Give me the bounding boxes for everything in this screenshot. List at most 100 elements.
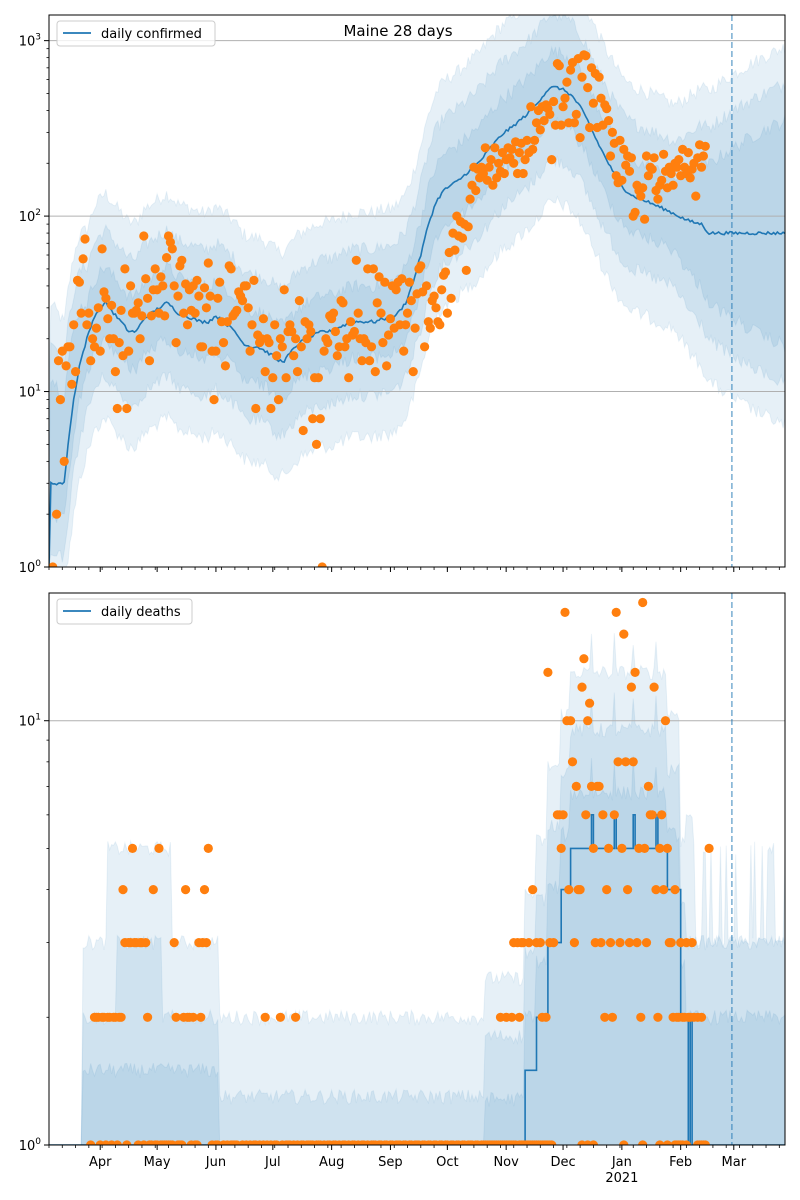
data-point — [78, 254, 88, 264]
data-point — [101, 293, 111, 303]
data-point — [687, 938, 697, 948]
data-point — [201, 303, 211, 313]
data-point — [461, 265, 471, 275]
data-point — [139, 231, 149, 241]
data-point — [74, 277, 84, 287]
data-point — [95, 346, 105, 356]
data-point — [382, 361, 392, 371]
x-year-label: 2021 — [605, 1171, 638, 1186]
data-point — [162, 253, 172, 263]
data-point — [215, 277, 225, 287]
data-point — [61, 361, 71, 371]
uncertainty-band — [49, 692, 785, 1145]
data-point — [249, 275, 259, 285]
data-point — [160, 311, 170, 321]
data-point — [338, 298, 348, 308]
data-point — [585, 122, 595, 133]
data-point — [52, 509, 62, 519]
data-point — [442, 308, 452, 318]
data-point — [410, 323, 420, 333]
data-point — [141, 274, 151, 284]
data-point — [287, 326, 297, 337]
data-point — [641, 938, 652, 948]
data-point — [700, 1140, 710, 1145]
data-point — [609, 810, 619, 820]
data-point — [567, 757, 578, 767]
data-point — [530, 135, 540, 145]
data-point — [549, 938, 559, 948]
data-point — [69, 320, 79, 330]
data-point — [696, 1012, 707, 1022]
data-point — [173, 291, 183, 301]
data-point — [401, 320, 411, 330]
data-point — [571, 109, 581, 119]
data-point — [662, 843, 673, 854]
data-point — [298, 425, 308, 436]
data-point — [558, 102, 568, 112]
data-point — [107, 300, 117, 310]
y-tick-label: 101 — [19, 713, 41, 730]
data-point — [59, 456, 69, 466]
data-point — [577, 72, 587, 82]
data-point — [203, 843, 213, 854]
data-point — [668, 180, 678, 190]
data-point — [258, 314, 268, 324]
data-point — [376, 308, 386, 318]
data-point — [607, 127, 618, 137]
data-point — [268, 373, 278, 383]
data-point — [146, 311, 156, 321]
data-point — [647, 164, 657, 174]
data-point — [188, 1012, 198, 1022]
data-point — [632, 938, 642, 948]
y-tick-label: 101 — [19, 384, 41, 401]
data-point — [463, 222, 473, 232]
legend-label: daily deaths — [101, 605, 181, 620]
data-point — [289, 351, 299, 361]
x-tick-label: May — [144, 1155, 171, 1170]
data-point — [103, 314, 113, 324]
data-point — [478, 168, 488, 179]
data-point — [366, 342, 377, 352]
data-point — [346, 317, 356, 327]
data-point — [372, 298, 382, 308]
data-point — [579, 654, 589, 664]
data-point — [514, 148, 525, 158]
data-point — [86, 356, 96, 366]
data-point — [124, 346, 134, 356]
data-point — [526, 102, 536, 112]
data-point — [566, 65, 576, 75]
data-point — [480, 143, 490, 153]
data-point — [638, 1140, 648, 1145]
data-point — [127, 843, 138, 854]
data-point — [313, 373, 323, 383]
data-point — [222, 317, 232, 327]
data-point — [630, 207, 640, 217]
data-point — [177, 1140, 187, 1145]
data-point — [554, 61, 564, 71]
data-point — [604, 843, 614, 854]
data-point — [199, 885, 210, 895]
data-point — [275, 1012, 285, 1022]
data-point — [562, 77, 572, 87]
data-point — [199, 283, 210, 293]
data-point — [349, 326, 359, 337]
data-point — [385, 314, 395, 324]
data-point — [260, 1012, 270, 1022]
data-point — [76, 308, 86, 318]
data-point — [581, 51, 591, 61]
data-point — [281, 373, 291, 383]
data-point — [55, 395, 65, 405]
x-tick-label: Mar — [722, 1155, 747, 1170]
data-point — [596, 93, 606, 103]
data-point — [315, 414, 325, 424]
data-point — [406, 296, 416, 306]
data-point — [292, 367, 303, 377]
deaths-legend: daily deaths — [56, 598, 193, 625]
data-point — [564, 885, 574, 895]
data-point — [657, 810, 667, 820]
data-point — [353, 308, 363, 318]
y-tick-label: 100 — [19, 1137, 42, 1154]
data-point — [641, 151, 652, 161]
data-point — [569, 938, 580, 948]
data-point — [666, 938, 676, 948]
